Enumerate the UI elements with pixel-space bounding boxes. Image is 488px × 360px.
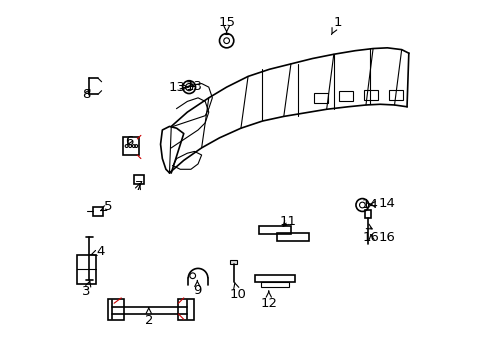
Bar — [93, 207, 102, 216]
Text: 13: 13 — [185, 80, 202, 93]
Text: 10: 10 — [229, 282, 246, 301]
Text: 4: 4 — [91, 245, 105, 258]
Text: 15: 15 — [218, 16, 235, 32]
Bar — [364, 90, 378, 100]
Bar — [134, 175, 144, 184]
Text: 14: 14 — [366, 197, 394, 210]
Bar — [388, 90, 403, 100]
Bar — [339, 91, 353, 102]
Bar — [178, 298, 194, 320]
Bar — [230, 260, 237, 264]
Bar — [276, 233, 308, 241]
Text: 16: 16 — [366, 224, 394, 244]
Text: 3: 3 — [82, 281, 91, 298]
Text: 5: 5 — [101, 200, 112, 213]
Text: 11: 11 — [279, 215, 296, 228]
Bar — [260, 282, 288, 287]
Text: 14: 14 — [360, 198, 377, 211]
Bar — [255, 275, 294, 282]
Text: 16: 16 — [362, 231, 379, 244]
Text: 8: 8 — [82, 89, 91, 102]
Text: 1: 1 — [331, 16, 341, 35]
Text: 2: 2 — [144, 308, 153, 327]
Text: 6: 6 — [125, 135, 133, 148]
Bar — [108, 298, 124, 320]
Bar — [123, 137, 139, 155]
Text: 7: 7 — [134, 180, 142, 193]
Text: 9: 9 — [193, 281, 201, 297]
Bar — [364, 210, 370, 217]
Bar — [77, 255, 96, 284]
Text: 12: 12 — [260, 291, 277, 310]
Bar — [313, 93, 328, 103]
Bar — [258, 226, 290, 234]
Text: 13: 13 — [168, 81, 188, 94]
